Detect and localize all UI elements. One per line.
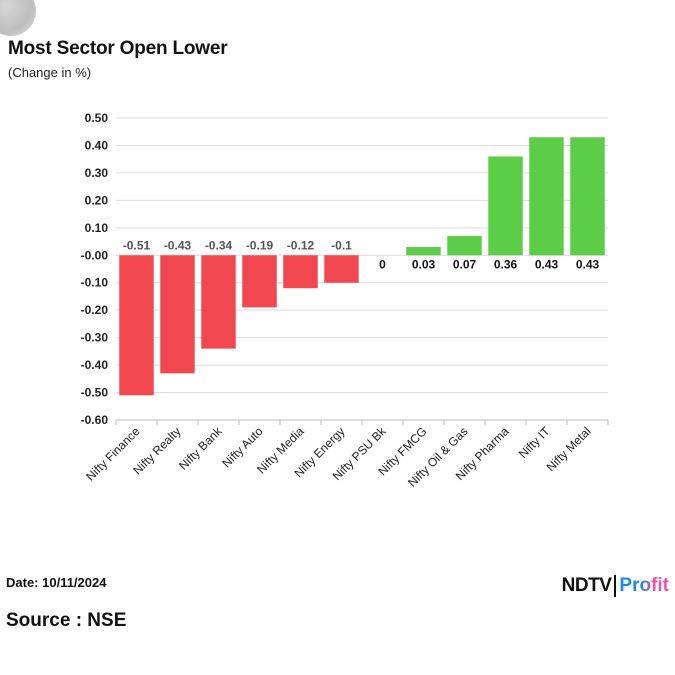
y-tick-label: -0.30 [81, 331, 109, 345]
y-tick-label: -0.40 [81, 358, 109, 372]
data-label: 0.43 [535, 257, 559, 271]
data-label: -0.43 [164, 238, 192, 252]
data-label: -0.1 [331, 238, 352, 252]
data-label: -0.34 [205, 238, 233, 252]
y-tick-label: 0.30 [85, 166, 109, 180]
data-label: 0.07 [453, 257, 477, 271]
y-tick-label: -0.10 [81, 276, 109, 290]
logo-separator [614, 575, 617, 597]
chart-title: Most Sector Open Lower [8, 38, 228, 59]
bar [447, 236, 482, 256]
bar [324, 255, 359, 283]
y-tick-label: -0.20 [81, 303, 109, 317]
bar [570, 137, 605, 256]
y-tick-label: -0.60 [81, 413, 109, 427]
bar [283, 255, 318, 289]
x-category-label: Nifty IT [516, 424, 553, 461]
logo-brand-text: NDTV [561, 575, 612, 596]
y-tick-label: 0.20 [85, 193, 109, 207]
y-tick-label: 0.40 [85, 138, 109, 152]
y-tick-label: -0.50 [81, 386, 109, 400]
bar [201, 255, 236, 349]
ndtv-profit-logo: NDTV Profit [562, 575, 669, 597]
date-label: Date: 10/11/2024 [6, 575, 107, 590]
x-category-label: Nifty Finance [83, 424, 143, 484]
source-label: Source : NSE [6, 610, 127, 631]
bar-chart: 0.500.400.300.200.10-0.00-0.10-0.20-0.30… [81, 111, 609, 490]
data-label: -0.19 [246, 238, 274, 252]
x-category-label: Nifty Metal [544, 424, 594, 474]
y-tick-label: 0.10 [85, 221, 109, 235]
y-tick-label: -0.00 [81, 248, 109, 262]
logo-profit-text: Profit [619, 575, 669, 596]
bar [160, 255, 195, 374]
data-label: 0 [379, 257, 386, 271]
bar [488, 156, 523, 256]
data-label: -0.12 [287, 238, 315, 252]
data-label: 0.03 [412, 257, 436, 271]
chart-subtitle: (Change in %) [8, 65, 92, 80]
y-tick-label: 0.50 [85, 111, 109, 125]
data-label: 0.36 [494, 257, 518, 271]
x-category-label: Nifty Bank [176, 424, 225, 473]
data-label: 0.43 [576, 257, 600, 271]
data-label: -0.51 [123, 238, 151, 252]
bar [242, 255, 277, 308]
bar [529, 137, 564, 256]
bar [406, 247, 441, 256]
bar [119, 255, 154, 396]
